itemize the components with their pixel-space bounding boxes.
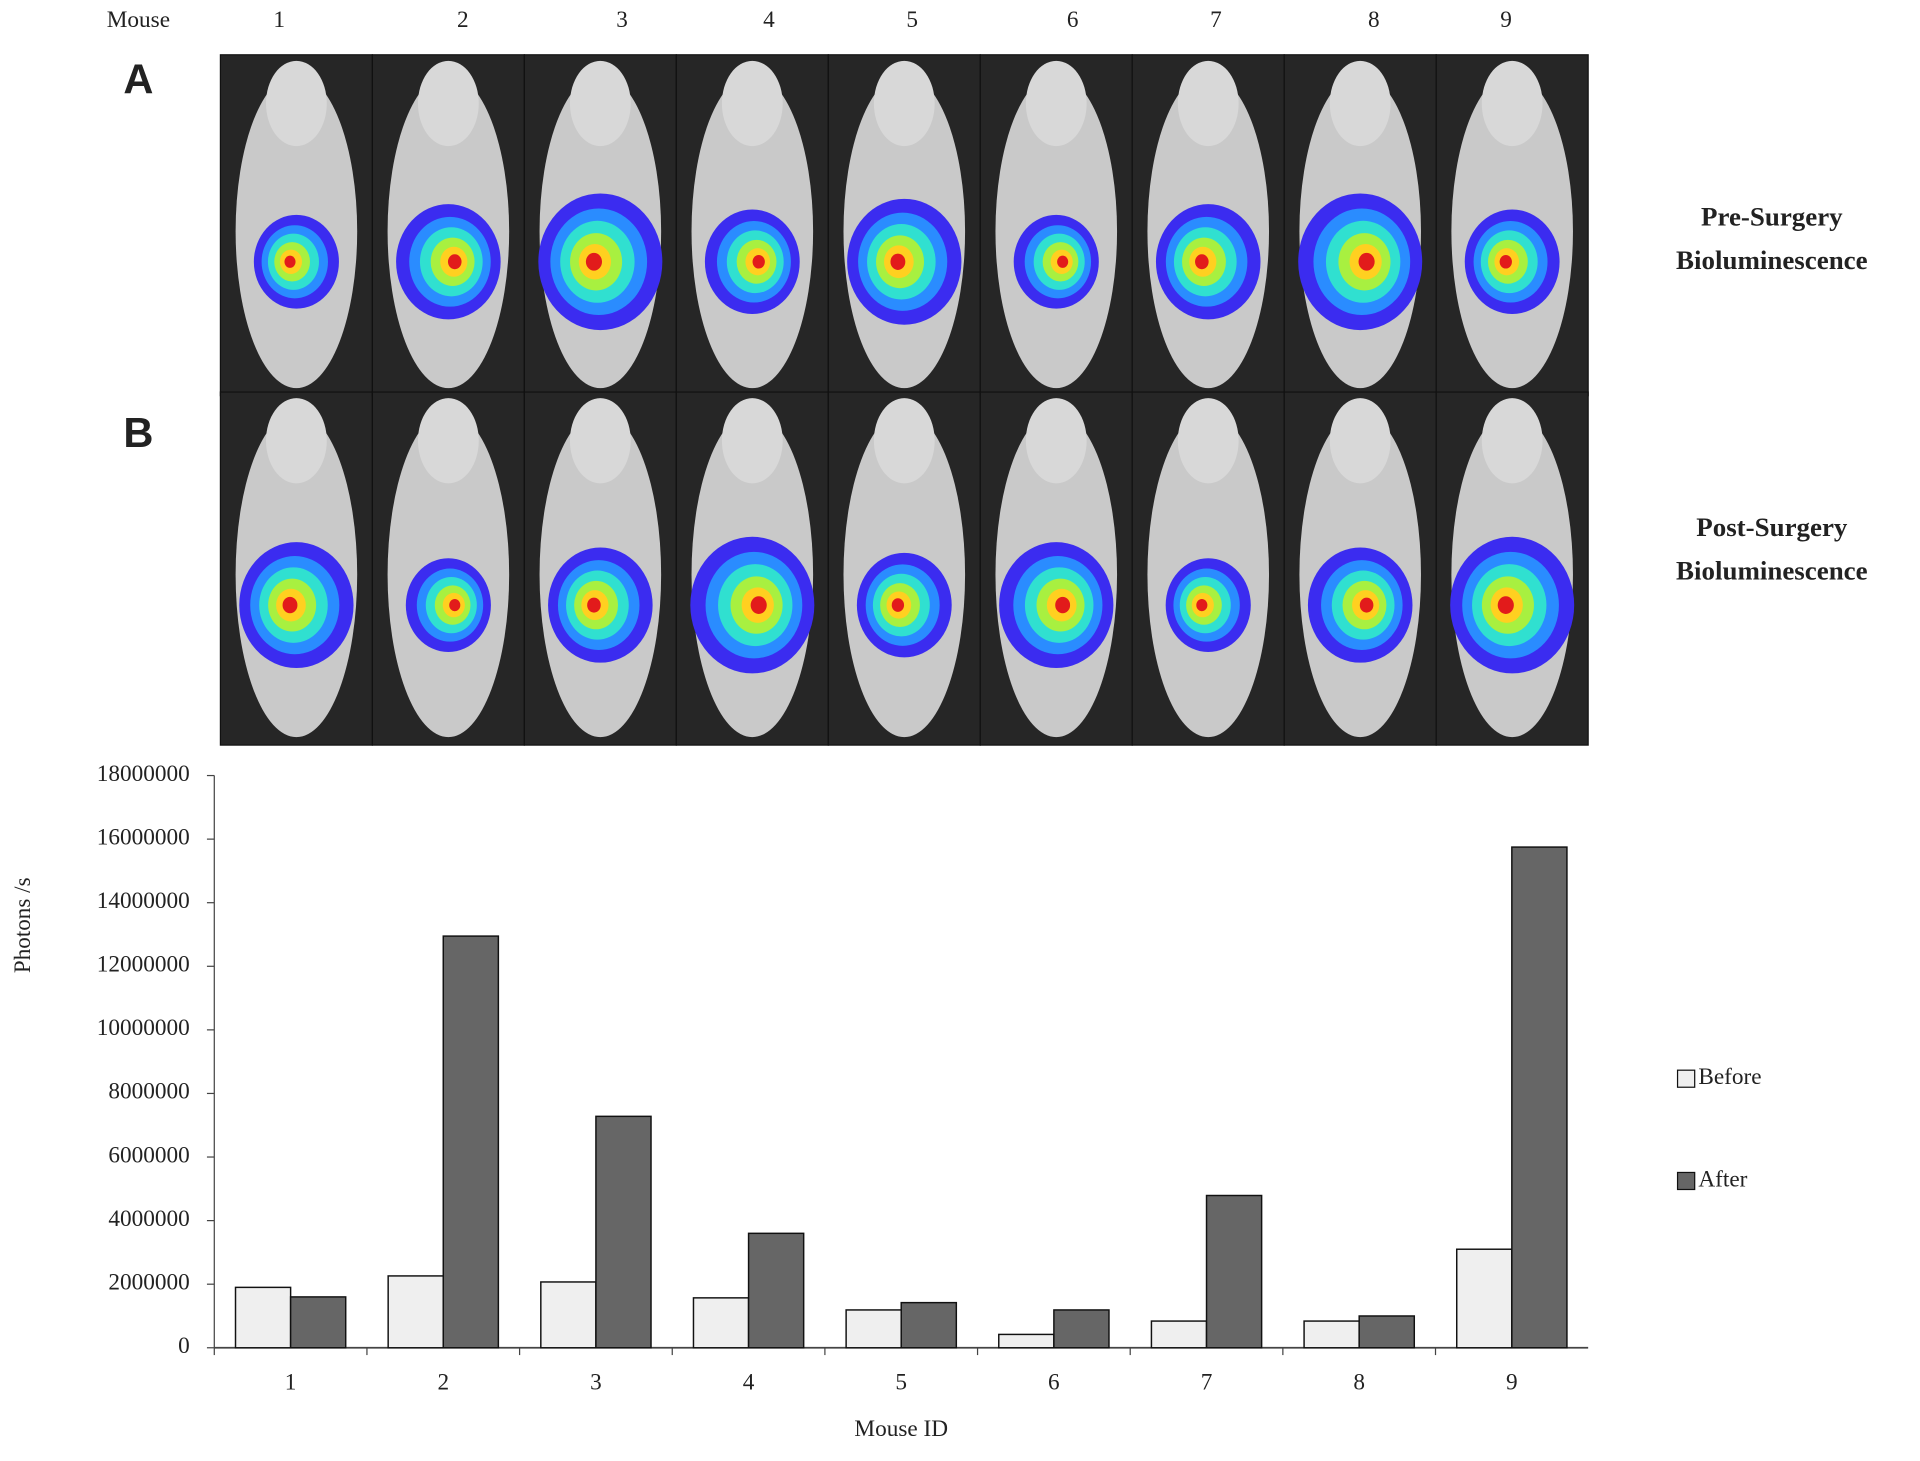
row-label: Bioluminescence: [1676, 245, 1868, 275]
signal-blob: [284, 255, 296, 268]
column-label: 4: [763, 7, 775, 33]
signal-blob: [585, 252, 603, 271]
mouse-head: [1329, 60, 1391, 147]
mouse-head: [417, 60, 479, 147]
mouse-head: [1177, 60, 1239, 147]
panel-label: A: [123, 56, 153, 103]
row-label: Bioluminescence: [1676, 556, 1868, 586]
bar: [234, 1286, 292, 1349]
x-tick-label: 8: [1353, 1370, 1365, 1396]
mouse-head: [569, 398, 631, 484]
x-tick-label: 2: [437, 1370, 449, 1396]
x-tick-label: 4: [743, 1370, 755, 1396]
bar: [1455, 1248, 1513, 1349]
bar: [998, 1333, 1055, 1349]
signal-blob: [750, 596, 767, 614]
x-axis-label: Mouse ID: [854, 1416, 948, 1442]
mouse-head: [266, 60, 327, 147]
bar: [387, 1275, 444, 1349]
mouse-head: [266, 398, 327, 484]
signal-blob: [449, 599, 461, 612]
y-tick-label: 14000000: [97, 888, 190, 914]
x-tick-label: 5: [895, 1370, 907, 1396]
mouse-head: [1177, 398, 1239, 484]
mouse-head: [417, 398, 479, 484]
column-label: 6: [1067, 7, 1079, 33]
y-tick-label: 16000000: [97, 824, 190, 850]
bar: [595, 1115, 652, 1349]
x-tick-label: 6: [1048, 1370, 1060, 1396]
x-tick-label: 3: [590, 1370, 602, 1396]
legend-label: Before: [1698, 1064, 1761, 1090]
bar: [1053, 1309, 1110, 1349]
signal-blob: [447, 254, 462, 270]
bar: [1511, 846, 1568, 1349]
x-tick-label: 9: [1506, 1370, 1518, 1396]
bar: [1150, 1320, 1208, 1349]
column-label: 1: [273, 7, 285, 33]
legend-label: After: [1698, 1166, 1747, 1192]
mouse-head: [873, 398, 935, 484]
signal-blob: [1195, 254, 1209, 270]
signal-blob: [1359, 597, 1374, 613]
mouse-head: [721, 398, 783, 484]
y-tick-label: 18000000: [97, 761, 190, 787]
panel-label: B: [123, 409, 153, 456]
signal-blob: [1358, 252, 1375, 271]
column-label: 2: [457, 7, 469, 33]
bar: [540, 1281, 597, 1349]
bar: [1303, 1320, 1360, 1349]
bar: [692, 1297, 750, 1349]
column-label: 9: [1500, 7, 1512, 33]
bar: [900, 1301, 958, 1349]
mouse-head: [1481, 398, 1543, 484]
mouse-head: [1025, 398, 1087, 484]
signal-blob: [282, 596, 298, 614]
signal-blob: [1499, 254, 1512, 269]
mouse-head: [569, 60, 631, 147]
column-label: 8: [1368, 7, 1380, 33]
signal-blob: [890, 253, 906, 270]
y-tick-label: 10000000: [97, 1015, 190, 1041]
y-tick-label: 4000000: [108, 1206, 189, 1232]
header: Mouse: [107, 7, 170, 33]
bar: [747, 1232, 805, 1349]
column-label: 5: [906, 7, 918, 33]
y-tick-label: 2000000: [108, 1270, 189, 1296]
bar: [845, 1309, 902, 1349]
y-tick-label: 0: [178, 1333, 190, 1359]
signal-blob: [752, 254, 765, 269]
x-tick-label: 7: [1201, 1370, 1213, 1396]
mouse-head: [721, 60, 783, 147]
y-axis-label: Photons /s: [10, 877, 36, 973]
y-tick-label: 6000000: [108, 1142, 189, 1168]
signal-blob: [1196, 599, 1208, 612]
mouse-head: [873, 60, 935, 147]
mouse-head: [1329, 398, 1391, 484]
signal-blob: [1057, 255, 1069, 268]
bar: [442, 935, 500, 1349]
row-label: Pre-Surgery: [1701, 201, 1843, 231]
signal-blob: [1497, 596, 1514, 614]
bar: [289, 1296, 347, 1349]
legend-swatch: [1676, 1171, 1696, 1191]
y-tick-label: 8000000: [108, 1079, 189, 1105]
row-label: Post-Surgery: [1696, 512, 1848, 542]
legend-swatch: [1676, 1069, 1696, 1088]
bar: [1358, 1315, 1416, 1349]
signal-blob: [891, 598, 905, 612]
x-tick-label: 1: [285, 1370, 297, 1396]
mouse-head: [1481, 60, 1543, 147]
column-label: 7: [1210, 7, 1222, 33]
bar: [1205, 1194, 1263, 1349]
mouse-head: [1025, 60, 1087, 147]
signal-blob: [587, 597, 601, 613]
signal-blob: [1055, 596, 1071, 614]
y-tick-label: 12000000: [97, 952, 190, 978]
column-label: 3: [616, 7, 628, 33]
